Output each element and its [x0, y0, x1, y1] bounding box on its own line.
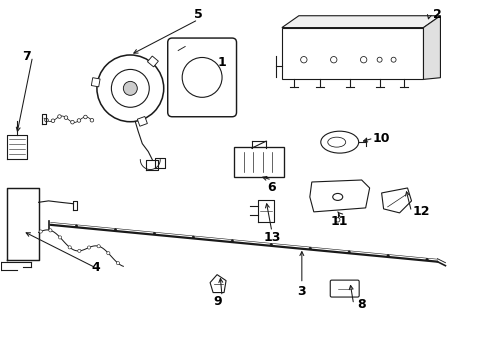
Circle shape [376, 57, 381, 62]
Polygon shape [91, 78, 100, 87]
Circle shape [97, 245, 100, 248]
Circle shape [114, 229, 117, 231]
Circle shape [425, 258, 427, 261]
Circle shape [90, 118, 94, 122]
Text: 3: 3 [297, 285, 305, 298]
Text: 9: 9 [213, 295, 222, 308]
Circle shape [386, 255, 388, 257]
Text: 13: 13 [263, 231, 280, 244]
Polygon shape [381, 188, 411, 213]
Circle shape [77, 119, 81, 122]
Circle shape [300, 57, 306, 63]
Polygon shape [147, 56, 158, 67]
FancyBboxPatch shape [329, 280, 359, 297]
Circle shape [58, 115, 61, 118]
Circle shape [68, 246, 71, 249]
Text: 2: 2 [432, 8, 441, 21]
Polygon shape [137, 117, 147, 126]
Text: 8: 8 [357, 298, 365, 311]
Polygon shape [281, 16, 440, 28]
Text: 6: 6 [267, 181, 276, 194]
Circle shape [335, 218, 339, 222]
Text: 4: 4 [91, 261, 100, 274]
Circle shape [231, 240, 233, 242]
Text: 5: 5 [193, 8, 202, 21]
Circle shape [182, 58, 222, 97]
Text: 1: 1 [217, 56, 226, 69]
Circle shape [75, 225, 78, 227]
Circle shape [71, 120, 74, 124]
Text: 11: 11 [330, 215, 348, 228]
Circle shape [83, 115, 87, 119]
Circle shape [59, 236, 61, 239]
Circle shape [97, 55, 163, 122]
Circle shape [116, 262, 120, 265]
Circle shape [44, 118, 48, 122]
Circle shape [49, 229, 52, 232]
Polygon shape [423, 16, 440, 80]
Circle shape [87, 246, 90, 249]
Text: 10: 10 [372, 132, 389, 145]
Circle shape [106, 252, 110, 255]
Ellipse shape [332, 193, 342, 201]
Circle shape [39, 230, 42, 233]
FancyBboxPatch shape [167, 38, 236, 117]
Circle shape [111, 69, 149, 107]
Circle shape [308, 247, 311, 249]
Ellipse shape [327, 137, 345, 147]
Circle shape [347, 251, 349, 253]
Circle shape [153, 232, 155, 235]
Circle shape [269, 243, 272, 246]
Text: 7: 7 [22, 50, 31, 63]
Text: 12: 12 [412, 205, 429, 219]
Circle shape [51, 119, 55, 122]
Polygon shape [309, 180, 369, 212]
Circle shape [78, 249, 81, 252]
FancyBboxPatch shape [234, 147, 284, 177]
Circle shape [192, 236, 194, 238]
Circle shape [123, 81, 137, 95]
Polygon shape [281, 28, 423, 80]
Circle shape [64, 116, 68, 120]
Circle shape [330, 57, 336, 63]
Ellipse shape [320, 131, 358, 153]
Circle shape [360, 57, 366, 63]
Circle shape [390, 57, 395, 62]
